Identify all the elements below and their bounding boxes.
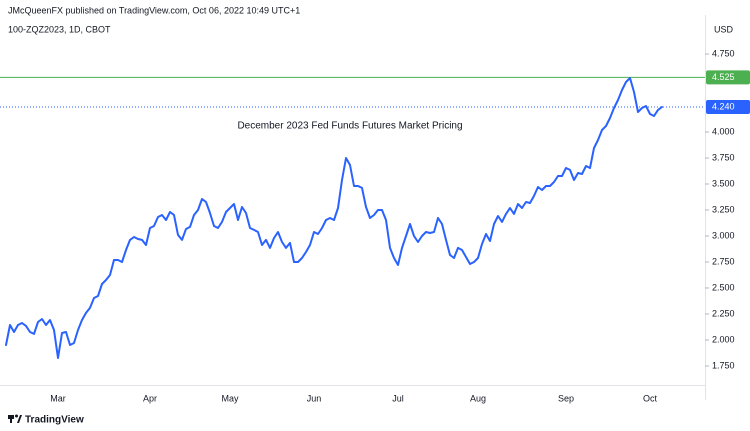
chart-title: December 2023 Fed Funds Futures Market P… xyxy=(237,121,462,132)
x-tick-label: Aug xyxy=(470,393,486,403)
y-tick-label: 3.500 xyxy=(712,178,735,188)
logo xyxy=(8,414,22,423)
price-line-series xyxy=(5,77,663,359)
price-label: 4.525 xyxy=(712,72,735,82)
x-tick-label: Mar xyxy=(50,393,66,403)
y-tick-label: 4.000 xyxy=(712,126,735,136)
y-axis-unit: USD xyxy=(714,24,734,34)
price-label-box xyxy=(706,70,750,85)
x-tick-label: Jun xyxy=(307,393,322,403)
y-tick-label: 2.750 xyxy=(712,256,735,266)
price-label: 4.240 xyxy=(712,101,735,111)
x-tick-label: Jul xyxy=(392,393,404,403)
x-tick-label: Apr xyxy=(143,393,157,403)
y-tick-label: 1.750 xyxy=(712,360,735,370)
price-label-box xyxy=(706,100,750,115)
x-tick-label: May xyxy=(221,393,239,403)
header: JMcQueenFX published on TradingView.com,… xyxy=(8,5,300,15)
y-tick-label: 4.750 xyxy=(712,48,735,58)
symbol: 100-ZQZ2023, 1D, CBOT xyxy=(8,24,111,34)
y-tick-label: 3.250 xyxy=(712,204,735,214)
x-tick-label: Sep xyxy=(558,393,574,403)
y-tick-label: 2.250 xyxy=(712,308,735,318)
footer: TradingView xyxy=(25,415,84,426)
y-tick-label: 3.000 xyxy=(712,230,735,240)
x-tick-label: Oct xyxy=(643,393,658,403)
y-tick-label: 2.500 xyxy=(712,282,735,292)
y-tick-label: 2.000 xyxy=(712,334,735,344)
y-tick-label: 3.750 xyxy=(712,152,735,162)
